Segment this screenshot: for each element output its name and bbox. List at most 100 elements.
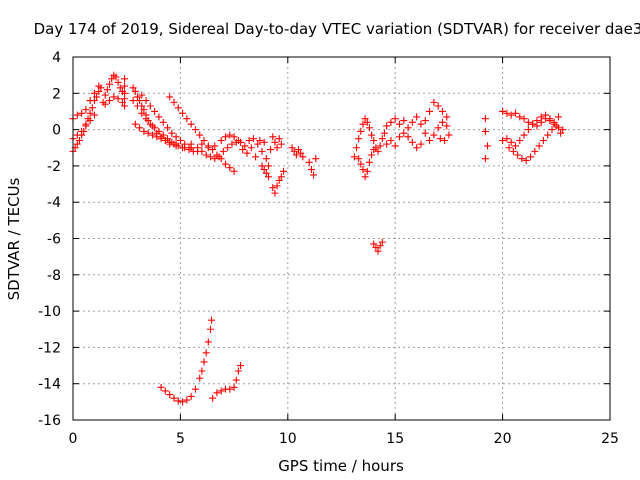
data-point <box>206 153 214 161</box>
x-tick-label: 20 <box>494 431 512 447</box>
data-point <box>524 126 532 134</box>
data-point <box>417 120 425 128</box>
y-tick-label: -16 <box>38 413 61 429</box>
data-point <box>374 147 382 155</box>
data-point <box>151 107 159 115</box>
data-point <box>183 396 191 404</box>
data-point <box>277 173 285 181</box>
data-point <box>101 91 109 99</box>
data-point <box>481 115 489 123</box>
data-point <box>157 383 165 391</box>
data-point <box>511 109 519 117</box>
data-point <box>359 166 367 174</box>
x-tick-label: 25 <box>601 431 619 447</box>
data-point <box>90 89 98 97</box>
data-point <box>445 131 453 139</box>
data-point <box>370 240 378 248</box>
data-point <box>161 387 169 395</box>
data-point <box>140 106 148 114</box>
data-point <box>144 129 152 137</box>
data-point <box>376 242 384 250</box>
data-point <box>441 136 449 144</box>
data-point <box>194 144 202 152</box>
data-point <box>378 238 386 246</box>
data-point <box>226 131 234 139</box>
data-point <box>516 136 524 144</box>
data-point <box>170 394 178 402</box>
data-point <box>421 129 429 137</box>
data-point <box>166 93 174 101</box>
data-point <box>166 391 174 399</box>
data-point <box>114 78 122 86</box>
data-point <box>90 111 98 119</box>
data-point <box>256 136 264 144</box>
data-point <box>136 97 144 105</box>
data-point <box>78 109 86 117</box>
data-point <box>174 397 182 405</box>
data-point <box>217 387 225 395</box>
data-point <box>140 127 148 135</box>
data-point <box>380 129 388 137</box>
data-point <box>86 97 94 105</box>
y-tick-label: 2 <box>52 86 61 102</box>
data-point <box>155 127 163 135</box>
data-point <box>481 155 489 163</box>
data-point <box>359 120 367 128</box>
data-point <box>138 91 146 99</box>
data-point <box>404 124 412 132</box>
data-point <box>299 153 307 161</box>
data-point <box>522 156 530 164</box>
data-point <box>161 136 169 144</box>
data-points <box>69 71 567 406</box>
data-point <box>230 167 238 175</box>
data-point <box>554 113 562 121</box>
plot-frame <box>72 56 611 421</box>
data-point <box>443 122 451 130</box>
data-point <box>86 117 94 125</box>
data-point <box>383 122 391 130</box>
data-point <box>372 244 380 252</box>
data-point <box>260 138 268 146</box>
data-point <box>228 140 236 148</box>
data-point <box>277 140 285 148</box>
y-tick-label: -14 <box>38 377 61 393</box>
data-point <box>264 162 272 170</box>
data-point <box>232 376 240 384</box>
data-point <box>133 102 141 110</box>
data-point <box>230 133 238 141</box>
data-point <box>370 146 378 154</box>
data-point <box>219 147 227 155</box>
data-point <box>258 147 266 155</box>
data-point <box>93 93 101 101</box>
data-point <box>391 115 399 123</box>
data-point <box>355 155 363 163</box>
x-tick-label: 5 <box>176 431 185 447</box>
data-point <box>387 136 395 144</box>
y-tick-label: 0 <box>52 123 61 139</box>
data-point <box>200 136 208 144</box>
data-point <box>121 82 129 90</box>
data-point <box>176 136 184 144</box>
data-point <box>436 135 444 143</box>
data-point <box>211 142 219 150</box>
data-point <box>112 73 120 81</box>
data-point <box>200 358 208 366</box>
data-point <box>443 113 451 121</box>
data-point <box>217 136 225 144</box>
data-point <box>142 115 150 123</box>
data-point <box>185 144 193 152</box>
data-point <box>103 86 111 94</box>
data-point <box>524 118 532 126</box>
data-point <box>275 176 283 184</box>
data-point <box>539 136 547 144</box>
data-point <box>153 133 161 141</box>
data-point <box>129 97 137 105</box>
data-point <box>505 144 513 152</box>
data-point <box>413 113 421 121</box>
data-point <box>204 338 212 346</box>
y-tick-label: -12 <box>38 340 61 356</box>
data-point <box>209 394 217 402</box>
data-point <box>404 133 412 141</box>
data-point <box>213 389 221 397</box>
data-point <box>187 392 195 400</box>
